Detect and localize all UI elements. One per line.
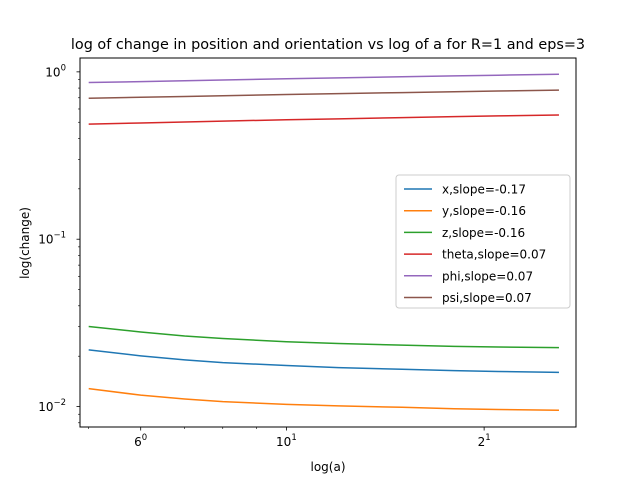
y-tick-label-1: 10−1 <box>38 231 66 247</box>
series-line-4 <box>88 73 559 84</box>
plot-area <box>79 57 577 428</box>
x-axis-label: log(a) <box>310 460 345 474</box>
x-tick-label-1: 101 <box>276 433 297 449</box>
series-line-0 <box>88 349 559 374</box>
y-tick-label-2: 100 <box>45 63 66 79</box>
legend-label-4: phi,slope=0.07 <box>442 269 533 283</box>
y-axis-label: log(change) <box>18 207 32 279</box>
legend: x,slope=-0.17 y,slope=-0.16 z,slope=-0.16 t… <box>395 174 571 309</box>
series-layer <box>88 73 559 412</box>
legend-label-1: y,slope=-0.16 <box>442 204 526 218</box>
legend-label-0: x,slope=-0.17 <box>442 183 526 197</box>
x-tick-label-0: 60 <box>134 433 147 449</box>
x-axis: 60 101 21 <box>88 427 491 449</box>
x-tick-label-2: 21 <box>478 433 491 449</box>
series-line-2 <box>88 325 559 349</box>
legend-label-2: z,slope=-0.16 <box>442 226 525 240</box>
legend-label-5: psi,slope=0.07 <box>442 291 532 305</box>
legend-box <box>395 174 571 309</box>
y-axis: 10−2 10−1 100 <box>38 63 80 424</box>
plot-frame <box>79 57 577 428</box>
y-tick-label-0: 10−2 <box>38 398 66 414</box>
series-line-5 <box>88 89 559 100</box>
series-line-1 <box>88 387 559 412</box>
chart-title: log of change in position and orientatio… <box>71 37 585 53</box>
series-line-3 <box>88 114 559 125</box>
legend-label-3: theta,slope=0.07 <box>442 248 546 262</box>
